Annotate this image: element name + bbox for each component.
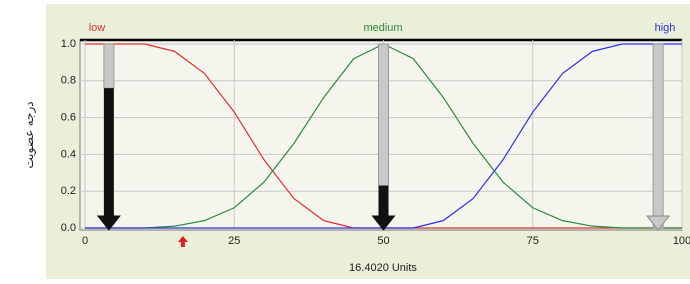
arrow-track [104, 44, 114, 88]
arrow-level [104, 88, 114, 216]
x-tick-label: 100 [673, 235, 690, 247]
y-axis-label: درجه عضویت [22, 101, 36, 168]
x-tick-label: 75 [527, 235, 539, 247]
x-tick-label: 25 [228, 235, 240, 247]
x-axis-label: 16.4020 Units [349, 262, 417, 274]
legend-label: low [89, 22, 106, 34]
y-tick-label: 0.6 [61, 112, 76, 124]
y-tick-label: 0.8 [61, 75, 76, 87]
chart: درجه عضویت 16.4020 Units 0.0 0.2 0.4 0.6 0.8… [0, 0, 690, 279]
legend-label: medium [363, 22, 402, 34]
arrow-level [379, 186, 389, 216]
legend-label: high [655, 22, 676, 34]
x-tick-label: 50 [377, 235, 389, 247]
arrow-track [379, 44, 389, 186]
x-tick-label: 0 [82, 235, 88, 247]
y-tick-label: 0.0 [61, 222, 76, 234]
y-tick-label: 0.2 [61, 185, 76, 197]
arrow-track [653, 44, 663, 228]
y-tick-label: 0.4 [61, 148, 76, 160]
y-tick-label: 1.0 [61, 38, 76, 50]
